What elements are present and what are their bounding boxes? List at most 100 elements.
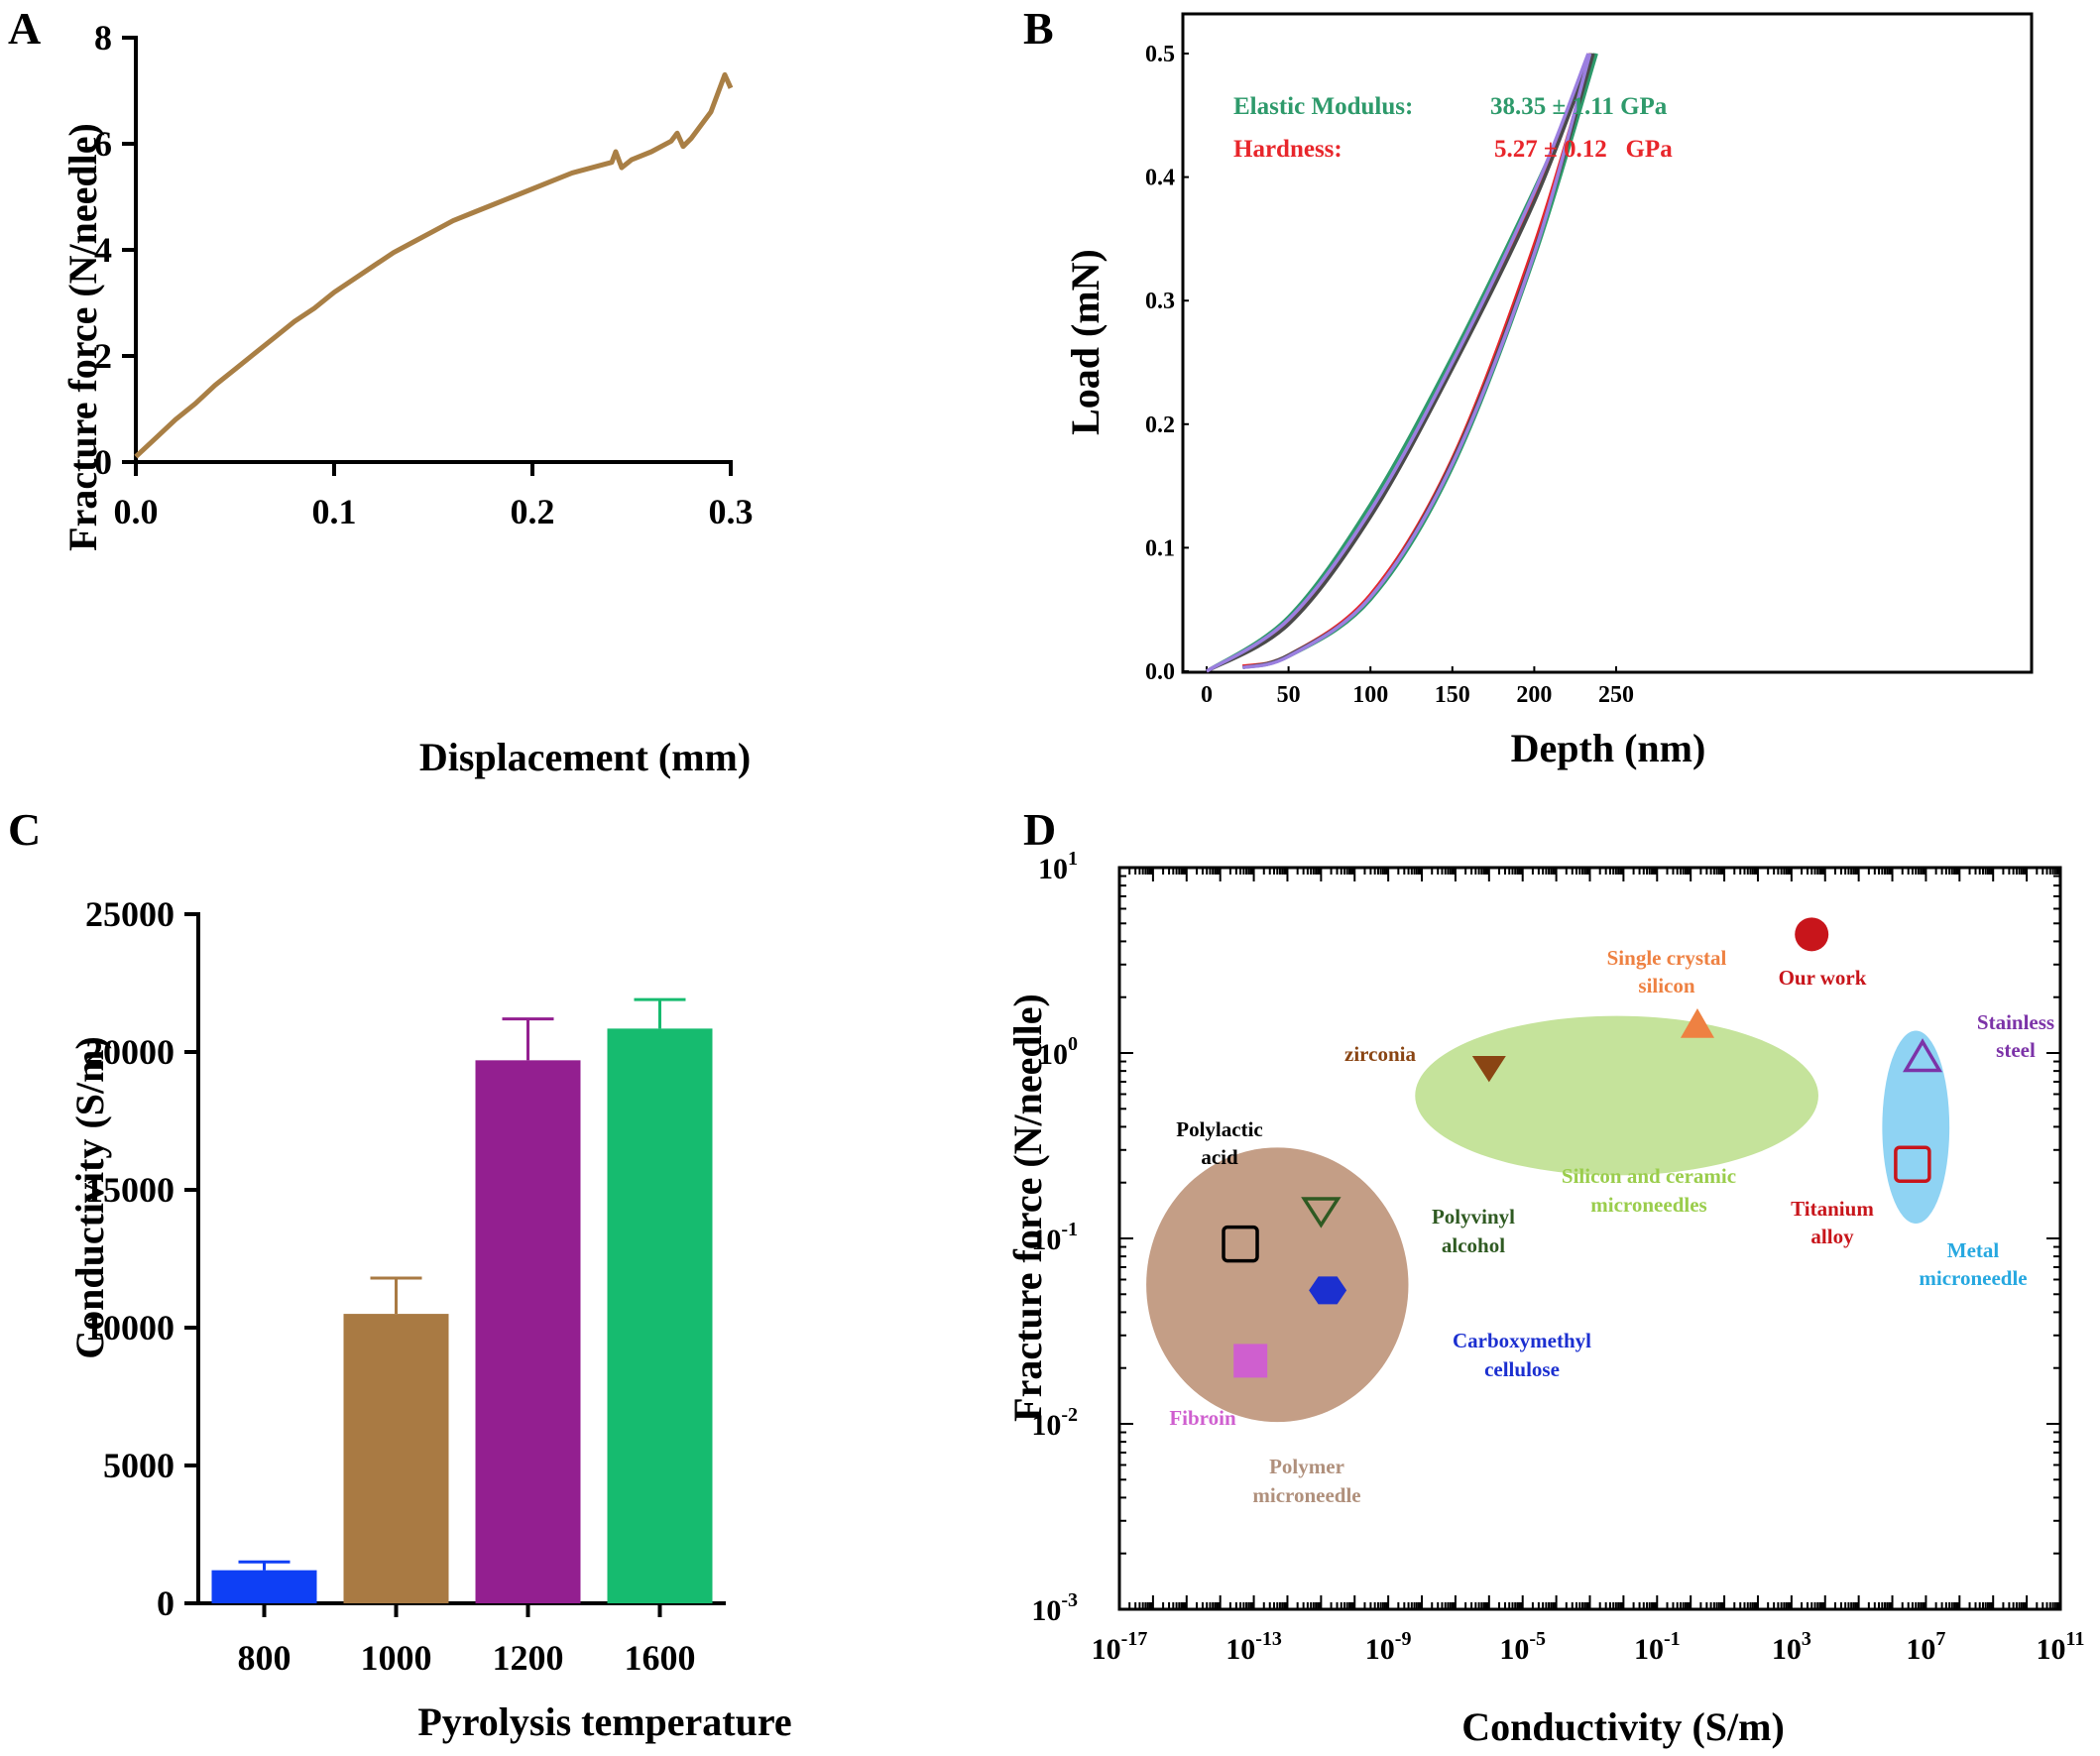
panel-a-plot: [134, 71, 734, 459]
panel-c-ylabel: Conductivity (S/m): [67, 1036, 112, 1359]
label-stainless-1: Stainless: [1977, 1010, 2054, 1034]
y-tick-exp: -1: [1061, 1219, 1078, 1240]
panel-d-ylabel: Fracture force (N/needle): [1005, 994, 1050, 1422]
y-tick-base: 10: [1031, 1409, 1061, 1442]
x-tick-label: 103: [1772, 1628, 1811, 1666]
label-polyvinyl-2: alcohol: [1442, 1233, 1505, 1257]
unloading-curve-4: [1241, 53, 1592, 670]
x-tick-label: 100: [1352, 682, 1388, 708]
y-tick-label: 0.5: [1145, 42, 1175, 67]
panel-b-ylabel: Load (mN): [1063, 249, 1108, 435]
panel-d: D 10-17 10-13 10-9 10-5 10-1 103 107 1011101100…: [1005, 804, 2084, 1749]
label-polymer-1: Polymer: [1269, 1455, 1344, 1478]
x-tick-exp: 11: [2066, 1628, 2085, 1650]
y-tick-base: 10: [1038, 853, 1068, 885]
label-zirconia: zirconia: [1344, 1042, 1416, 1066]
label-titanium-2: alloy: [1810, 1225, 1854, 1248]
x-tick-label: 800: [238, 1638, 292, 1678]
region-2: [1415, 1015, 1818, 1176]
bar-1600: [607, 1028, 713, 1603]
y-tick-label: 2: [94, 336, 112, 376]
x-tick-exp: -17: [1121, 1628, 1148, 1650]
y-tick-label: 0.0: [1145, 659, 1175, 685]
y-tick-exp: 1: [1068, 848, 1078, 870]
x-tick-label: 200: [1516, 682, 1552, 708]
hardness-value: 5.27 ± 0.12 GPa: [1494, 136, 1673, 163]
y-tick-label: 101: [1038, 848, 1078, 885]
x-tick-exp: -5: [1529, 1628, 1546, 1650]
x-tick-label: 0.3: [709, 492, 754, 531]
y-tick-label: 10-2: [1031, 1404, 1078, 1442]
x-tick-label: 10-1: [1634, 1628, 1681, 1666]
y-tick-exp: -3: [1061, 1589, 1078, 1611]
panel-d-ticks: 10-17 10-13 10-9 10-5 10-1 103 107 101110110010…: [1031, 848, 2084, 1666]
x-tick-label: 0.2: [511, 492, 555, 531]
y-tick-label: 10-3: [1031, 1589, 1078, 1627]
label-polylactic-2: acid: [1201, 1145, 1238, 1169]
force-curve: [134, 71, 734, 459]
x-tick-label: 10-9: [1365, 1628, 1412, 1666]
x-tick-base: 10: [1365, 1633, 1395, 1666]
x-tick-base: 10: [1499, 1633, 1529, 1666]
x-tick-label: 0: [1201, 682, 1213, 708]
label-polyvinyl-1: Polyvinyl: [1432, 1205, 1515, 1229]
x-tick-base: 10: [1634, 1633, 1664, 1666]
x-tick-label: 1000: [361, 1638, 432, 1678]
marker-carboxymethyl-cellulose: [1309, 1276, 1347, 1305]
y-tick-label: 0.4: [1145, 166, 1175, 191]
x-tick-label: 0.0: [114, 492, 159, 531]
modulus-value: 38.35 ± 1.11 GPa: [1490, 93, 1668, 120]
x-tick-label: 10-5: [1499, 1628, 1546, 1666]
label-metal-2: microneedle: [1919, 1266, 2027, 1290]
x-tick-label: 10-17: [1092, 1628, 1148, 1666]
marker-our-work: [1795, 917, 1829, 952]
loading-curve-4: [1206, 53, 1590, 673]
panel-a-ticks: 0 2 4 6 8 0.0 0.1 0.2 0.3: [94, 18, 754, 531]
x-tick-base: 10: [2037, 1633, 2066, 1666]
panel-d-annotations: Our work Single crystal silicon zirconia…: [1169, 946, 2054, 1507]
panel-b-xlabel: Depth (nm): [1511, 726, 1706, 770]
marker-polylactic-acid: [1222, 1225, 1259, 1263]
panel-c-ticks: 0 5000 10000 15000 20000 25000 800 1000 1200 1600: [85, 894, 696, 1678]
x-tick-exp: -13: [1255, 1628, 1282, 1650]
y-tick-label: 15000: [85, 1170, 175, 1210]
y-tick-base: 10: [1031, 1224, 1061, 1256]
label-titanium-1: Titanium: [1791, 1197, 1874, 1221]
x-tick-label: 107: [1906, 1628, 1945, 1666]
label-polylactic-1: Polylactic: [1176, 1117, 1262, 1141]
x-tick-label: 0.1: [312, 492, 357, 531]
y-tick-label: 100: [1038, 1033, 1078, 1071]
x-tick-exp: -1: [1664, 1628, 1681, 1650]
x-tick-label: 50: [1277, 682, 1301, 708]
panel-b: B 0.0 0.1 0.2 0.3 0.4 0.5 0 50 100 150 200 250 Elas…: [1023, 3, 2034, 770]
y-tick-label: 4: [94, 230, 112, 270]
region-1: [1146, 1147, 1409, 1423]
marker-stainless-steel: [1902, 1038, 1943, 1073]
marker-single-crystal-silicon: [1680, 1007, 1714, 1038]
label-cmc-2: cellulose: [1484, 1357, 1560, 1381]
y-tick-label: 6: [94, 124, 112, 164]
panel-a-ylabel: Fracture force (N/needle): [60, 123, 105, 551]
label-stainless-2: steel: [1996, 1038, 2036, 1062]
y-tick-base: 10: [1031, 1594, 1061, 1627]
region-3: [1882, 1030, 1950, 1225]
panel-c-plot: [211, 997, 713, 1603]
y-tick-label: 8: [94, 18, 112, 58]
marker-zirconia: [1471, 1056, 1506, 1083]
marker-polyvinyl-alcohol: [1301, 1197, 1342, 1229]
y-tick-label: 0.3: [1145, 289, 1175, 314]
y-tick-label: 0: [157, 1583, 175, 1623]
x-tick-label: 1200: [493, 1638, 564, 1678]
x-tick-label: 250: [1598, 682, 1634, 708]
panel-a-label: A: [8, 3, 41, 54]
x-tick-base: 10: [1092, 1633, 1121, 1666]
panel-a: A 0 2 4 6 8 0.0 0.1 0.2 0.3 Displacement (mm) Fr…: [8, 3, 754, 779]
panel-b-label: B: [1023, 3, 1054, 54]
y-tick-exp: -2: [1061, 1404, 1078, 1426]
panel-c: C 0 5000 10000 15000 20000 25000 800 1000 1200 16…: [8, 804, 792, 1744]
x-tick-base: 10: [1772, 1633, 1802, 1666]
bar-1000: [343, 1314, 449, 1603]
y-tick-label: 10-1: [1031, 1219, 1078, 1256]
bar-1200: [475, 1060, 581, 1603]
